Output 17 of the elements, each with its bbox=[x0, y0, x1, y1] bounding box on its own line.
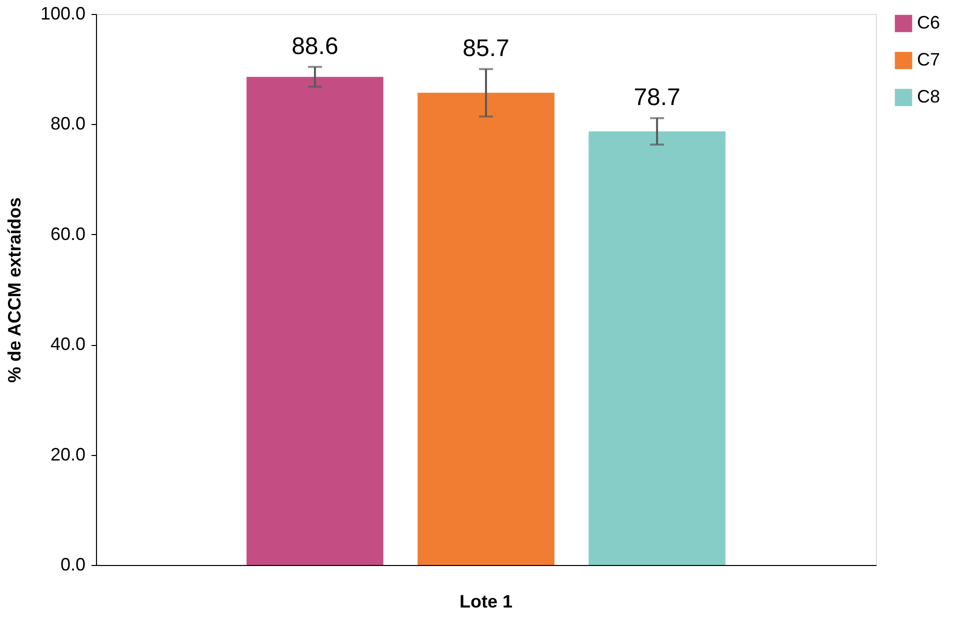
y-tick-label: 20.0 bbox=[50, 444, 86, 464]
y-tick-label: 60.0 bbox=[50, 224, 86, 244]
y-tick-label: 100.0 bbox=[40, 4, 86, 24]
legend-label: C7 bbox=[917, 50, 940, 70]
y-tick-label: 0.0 bbox=[60, 554, 86, 574]
bar bbox=[418, 92, 554, 565]
data-label: 88.6 bbox=[292, 32, 338, 60]
bar bbox=[588, 131, 726, 565]
legend-label: C8 bbox=[917, 86, 940, 106]
data-label: 78.7 bbox=[634, 84, 680, 112]
data-label: 85.7 bbox=[462, 35, 510, 62]
bar bbox=[246, 76, 384, 565]
y-tick-label: 40.0 bbox=[50, 334, 86, 354]
y-axis-title: % de ACCM extraídos bbox=[4, 197, 24, 383]
legend-label: C6 bbox=[917, 12, 940, 32]
x-tick-label: Lote 1 bbox=[459, 592, 513, 612]
y-tick-label: 80.0 bbox=[50, 114, 86, 134]
